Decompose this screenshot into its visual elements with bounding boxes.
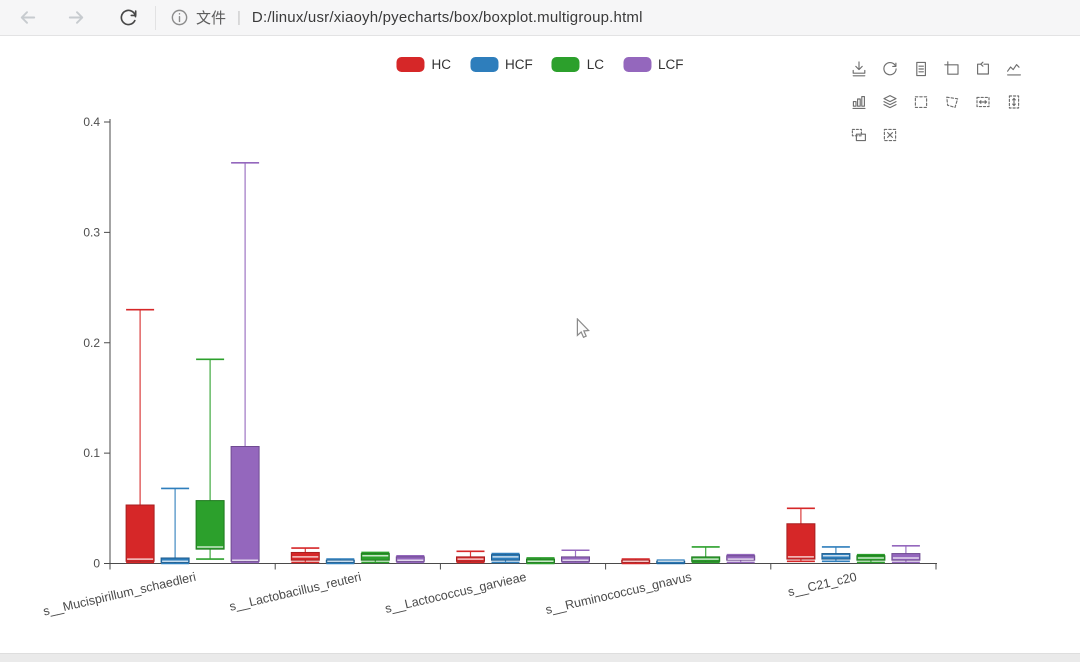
- bottom-strip: [0, 653, 1080, 662]
- toolbox-magic-stack-icon[interactable]: [881, 93, 899, 111]
- box-HCF-0[interactable]: [160, 557, 190, 563]
- toolbox-save-image-icon[interactable]: [850, 60, 868, 78]
- box-LCF-3[interactable]: [726, 555, 756, 561]
- browser-address-bar: 文件 | D:/linux/usr/xiaoyh/pyecharts/box/b…: [0, 0, 1080, 36]
- x-axis-label: s__Mucispirillum_schaedleri: [42, 570, 197, 619]
- page-info-icon[interactable]: [170, 8, 189, 27]
- svg-text:0.4: 0.4: [83, 115, 100, 129]
- legend-label-hc: HC: [431, 57, 451, 72]
- legend-item-hcf[interactable]: HCF: [469, 57, 533, 72]
- legend-item-lcf[interactable]: LCF: [623, 57, 684, 72]
- chart-area: 0 0.1 0.2 0.3 0.4 s__Mucispirillum_schaedleri…: [0, 36, 1080, 654]
- x-axis-label: s__Lactococcus_garvieae: [384, 570, 528, 616]
- svg-text:0.1: 0.1: [83, 446, 100, 460]
- toolbox-brush-clear-icon[interactable]: [881, 126, 899, 144]
- x-axis-label: s__Ruminococcus_gnavus: [544, 570, 693, 617]
- toolbox-data-zoom-reset-icon[interactable]: [974, 60, 992, 78]
- back-icon[interactable]: [16, 6, 39, 29]
- legend-label-lcf: LCF: [658, 57, 684, 72]
- legend-item-hc[interactable]: HC: [396, 57, 451, 72]
- svg-text:0.3: 0.3: [83, 225, 100, 239]
- legend-marker-hc: [396, 57, 425, 72]
- x-axis-label: s__Lactobacillus_reuteri: [228, 570, 363, 614]
- toolbox-magic-bar-icon[interactable]: [850, 93, 868, 111]
- box-LC-1[interactable]: [360, 553, 390, 561]
- address-bar-divider: [155, 5, 156, 30]
- toolbox-brush-polygon-icon[interactable]: [943, 93, 961, 111]
- refresh-icon[interactable]: [118, 7, 139, 28]
- svg-text:0.2: 0.2: [83, 336, 100, 350]
- toolbox-data-view-icon[interactable]: [912, 60, 930, 78]
- file-scheme-label: 文件: [196, 10, 227, 27]
- toolbox-brush-keep-icon[interactable]: [850, 126, 868, 144]
- box-HC-0[interactable]: [125, 504, 155, 562]
- legend-label-hcf: HCF: [504, 57, 533, 72]
- legend-label-lc: LC: [586, 57, 604, 72]
- svg-text:0: 0: [93, 557, 100, 571]
- toolbox-brush-rect-icon[interactable]: [912, 93, 930, 111]
- boxplot-canvas: 0 0.1 0.2 0.3 0.4 s__Mucispirillum_schaedleri…: [42, 115, 937, 619]
- box-LC-0[interactable]: [195, 500, 225, 550]
- url-separator: |: [237, 9, 241, 26]
- toolbox-brush-line-x-icon[interactable]: [974, 93, 992, 111]
- legend-marker-hcf: [469, 57, 498, 72]
- box-LCF-1[interactable]: [395, 556, 425, 562]
- legend-marker-lcf: [623, 57, 651, 72]
- legend-item-lc[interactable]: LC: [551, 57, 604, 72]
- toolbox-data-zoom-icon[interactable]: [943, 60, 961, 78]
- box-LCF-2[interactable]: [561, 556, 590, 562]
- forward-icon[interactable]: [65, 6, 88, 29]
- box-LCF-0[interactable]: [230, 446, 260, 562]
- box-HC-4[interactable]: [786, 523, 816, 560]
- legend: HC HCF LC LCF: [396, 57, 684, 72]
- mouse-cursor: [576, 317, 591, 345]
- x-axis-label: s__C21_c20: [787, 570, 859, 599]
- box-LCF-4[interactable]: [891, 553, 921, 561]
- legend-marker-lc: [551, 57, 580, 72]
- toolbox-magic-line-icon[interactable]: [1005, 60, 1023, 78]
- toolbox-restore-icon[interactable]: [881, 60, 899, 78]
- url-text[interactable]: D:/linux/usr/xiaoyh/pyecharts/box/boxplo…: [251, 9, 643, 26]
- toolbox-brush-line-y-icon[interactable]: [1005, 93, 1023, 111]
- toolbox: [850, 60, 1023, 144]
